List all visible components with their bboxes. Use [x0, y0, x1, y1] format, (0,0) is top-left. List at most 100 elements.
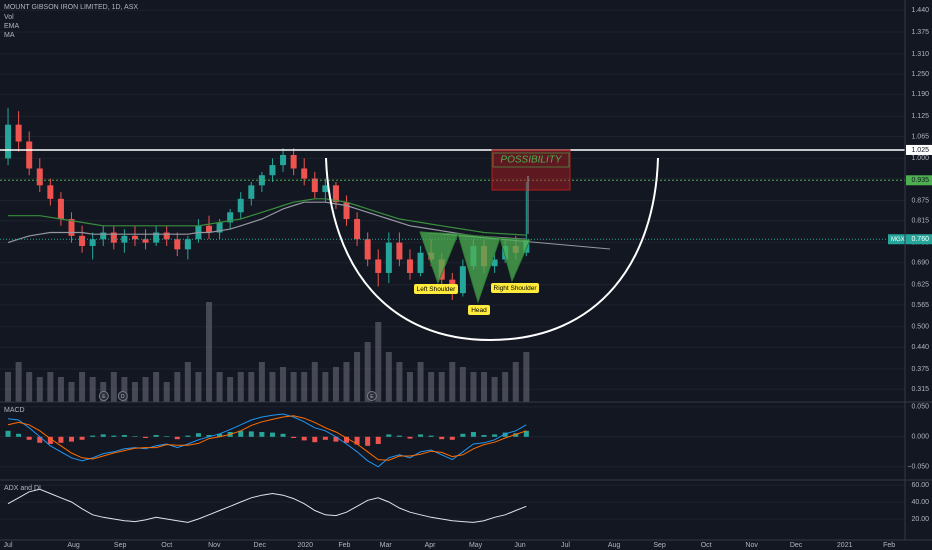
candle-body	[121, 235, 128, 243]
volume-bar	[47, 372, 54, 402]
candle-body	[163, 232, 170, 240]
histogram-bar	[492, 434, 498, 437]
y-tick-label: 0.875	[911, 197, 929, 204]
candle-body	[385, 242, 392, 273]
x-tick-label: Dec	[790, 542, 803, 549]
histogram-bar	[439, 436, 445, 440]
histogram-bar	[185, 435, 191, 437]
candle-body	[311, 178, 318, 193]
volume-bar	[206, 302, 213, 402]
shoulder-shape	[499, 237, 531, 283]
annotation-text: Right Shoulder	[494, 285, 538, 292]
histogram-bar	[69, 436, 75, 442]
candle-body	[26, 141, 33, 169]
volume-bar	[227, 377, 234, 402]
annotation-text: Head	[471, 307, 487, 314]
volume-bar	[354, 352, 361, 402]
x-tick-label: Oct	[161, 542, 172, 549]
y-tick-label: 0.690	[911, 260, 929, 267]
volume-bar	[15, 362, 22, 402]
candle-body	[322, 185, 329, 193]
volume-bar	[428, 372, 435, 402]
y-tick-label: 0.050	[911, 404, 929, 411]
volume-bar	[121, 377, 128, 402]
volume-bar	[438, 372, 445, 402]
histogram-bar	[396, 435, 402, 437]
label-box	[414, 284, 458, 294]
histogram-bar	[269, 432, 275, 437]
label-box	[491, 283, 539, 293]
candle-body	[343, 202, 350, 220]
histogram-bar	[100, 434, 106, 437]
histogram-bar	[301, 436, 307, 441]
y-tick-label: 0.000	[911, 434, 929, 441]
volume-bar	[459, 367, 466, 402]
candle-body	[269, 165, 276, 176]
histogram-bar	[502, 432, 508, 437]
histogram-bar	[37, 436, 43, 443]
price-label-box	[906, 144, 932, 155]
volume-bar	[470, 372, 477, 402]
histogram-bar	[386, 434, 392, 437]
x-tick-label: 2020	[297, 542, 313, 549]
histogram-bar	[153, 435, 159, 437]
price-label-box	[906, 175, 932, 186]
histogram-bar	[238, 430, 244, 437]
volume-bar	[258, 362, 265, 402]
x-tick-label: Jul	[561, 542, 570, 549]
histogram-bar	[259, 432, 265, 437]
volume-bar	[184, 362, 191, 402]
signal-line	[7, 415, 527, 461]
macd-line	[7, 413, 527, 468]
histogram-bar	[143, 436, 149, 438]
volume-bar	[364, 342, 371, 402]
y-tick-label: 1.310	[911, 51, 929, 58]
candle-body	[110, 232, 117, 243]
candle-body	[174, 239, 181, 250]
histogram-bar	[312, 436, 318, 443]
moving-average-line	[8, 198, 527, 236]
candle-body	[227, 212, 234, 223]
volume-bar	[5, 372, 12, 402]
histogram-bar	[407, 436, 413, 439]
histogram-bar	[280, 433, 286, 437]
histogram-bar	[174, 436, 180, 440]
candle-body	[406, 259, 413, 273]
x-tick-label: Aug	[608, 542, 621, 549]
histogram-bar	[523, 430, 529, 437]
price-label-box	[888, 234, 932, 245]
histogram-bar	[418, 434, 424, 437]
candle-body	[364, 239, 371, 260]
candle-body	[79, 235, 86, 246]
histogram-bar	[333, 436, 339, 442]
volume-bar	[89, 377, 96, 402]
histogram-bar	[354, 436, 360, 445]
volume-bar	[512, 362, 519, 402]
indicator-label: MA	[4, 32, 15, 39]
candle-body	[47, 185, 54, 199]
candle-body	[131, 235, 138, 240]
volume-bar	[417, 362, 424, 402]
volume-bar	[343, 362, 350, 402]
indicator-label: Vol	[4, 14, 14, 21]
volume-bar	[36, 377, 43, 402]
x-tick-label: Oct	[701, 542, 712, 549]
indicator-label: EMA	[4, 23, 20, 30]
candle-body	[15, 124, 22, 142]
volume-bar	[131, 382, 138, 402]
candle-body	[216, 222, 223, 233]
y-tick-label: 20.00	[911, 516, 929, 523]
volume-bar	[396, 362, 403, 402]
volume-bar	[375, 322, 382, 402]
candle-body	[153, 232, 160, 243]
histogram-bar	[26, 436, 32, 440]
volume-bar	[79, 372, 86, 402]
x-tick-label: Dec	[254, 542, 267, 549]
pane-title: ADX and DI	[4, 485, 41, 492]
volume-bar	[142, 377, 149, 402]
y-tick-label: 1.065	[911, 133, 929, 140]
volume-bar	[290, 372, 297, 402]
histogram-bar	[344, 436, 350, 443]
